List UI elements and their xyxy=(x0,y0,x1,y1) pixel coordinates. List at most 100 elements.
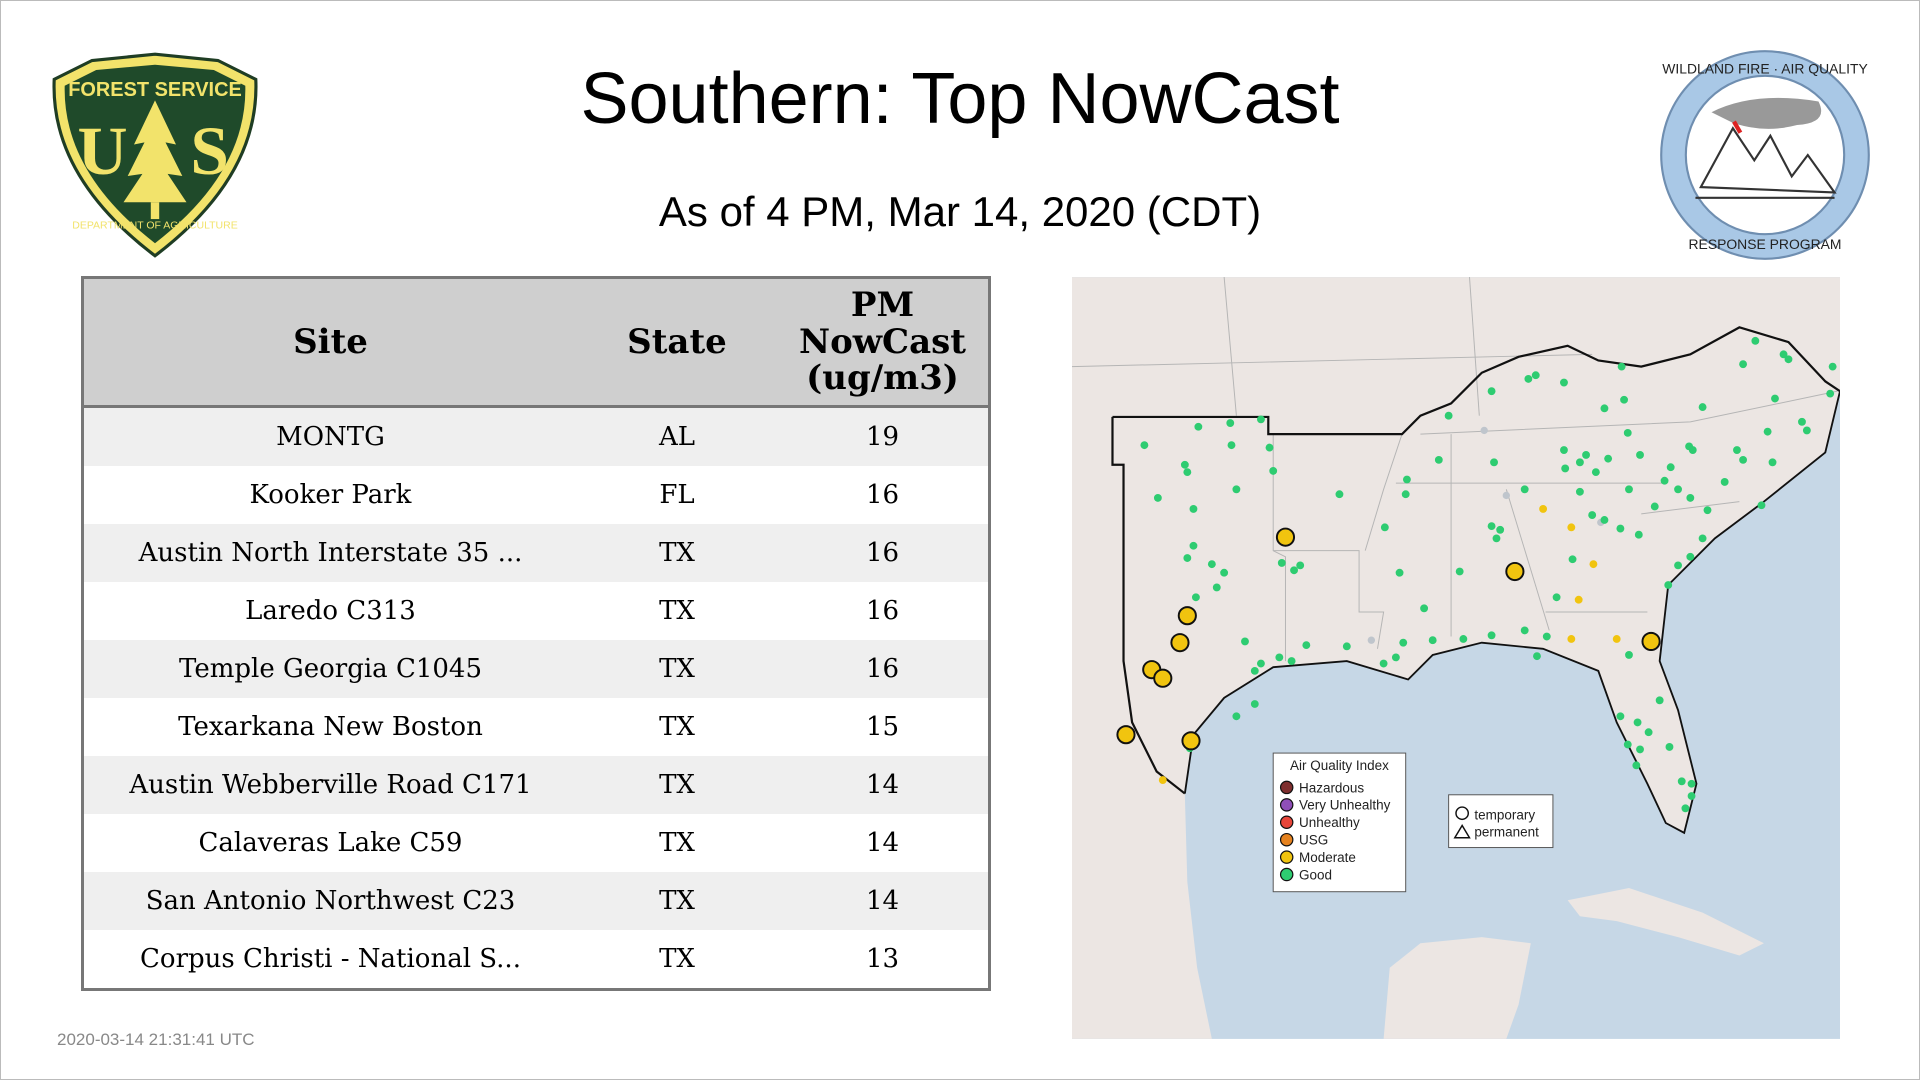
site-marker-moderate[interactable] xyxy=(1574,595,1583,604)
site-marker-good[interactable] xyxy=(1399,638,1408,647)
site-marker-good[interactable] xyxy=(1632,761,1641,770)
site-marker-moderate-temporary[interactable] xyxy=(1641,631,1661,652)
site-marker-moderate[interactable] xyxy=(1539,505,1548,513)
site-marker-good[interactable] xyxy=(1524,374,1533,383)
site-marker-good[interactable] xyxy=(1434,455,1443,464)
site-marker-good[interactable] xyxy=(1257,659,1265,668)
site-marker-good[interactable] xyxy=(1634,530,1643,539)
site-marker-good[interactable] xyxy=(1189,505,1198,513)
site-marker-good[interactable] xyxy=(1600,516,1609,524)
site-marker-good[interactable] xyxy=(1625,485,1633,494)
site-marker-moderate[interactable] xyxy=(1612,635,1621,643)
site-marker-good[interactable] xyxy=(1232,485,1241,494)
site-marker-good[interactable] xyxy=(1560,446,1568,454)
site-marker-good[interactable] xyxy=(1403,475,1411,484)
site-marker-good[interactable] xyxy=(1604,454,1613,463)
site-marker-nodata[interactable] xyxy=(1480,426,1488,435)
site-marker-good[interactable] xyxy=(1685,442,1694,451)
site-marker-good[interactable] xyxy=(1798,417,1806,426)
site-marker-good[interactable] xyxy=(1623,428,1632,437)
site-marker-good[interactable] xyxy=(1616,712,1625,721)
site-marker-good[interactable] xyxy=(1720,478,1729,486)
site-marker-good[interactable] xyxy=(1444,411,1453,420)
site-marker-good[interactable] xyxy=(1633,718,1642,727)
site-marker-moderate-temporary[interactable] xyxy=(1505,561,1525,582)
site-marker-good[interactable] xyxy=(1763,427,1772,436)
site-marker-good[interactable] xyxy=(1531,371,1540,380)
site-marker-good[interactable] xyxy=(1681,804,1690,813)
site-marker-good[interactable] xyxy=(1194,422,1203,431)
site-marker-good[interactable] xyxy=(1207,560,1216,569)
site-marker-good[interactable] xyxy=(1674,485,1682,494)
site-marker-good[interactable] xyxy=(1771,394,1779,403)
site-marker-good[interactable] xyxy=(1487,631,1496,640)
site-marker-good[interactable] xyxy=(1335,490,1344,499)
site-marker-moderate-temporary[interactable] xyxy=(1170,633,1190,653)
site-marker-good[interactable] xyxy=(1686,493,1695,502)
site-marker-good[interactable] xyxy=(1660,476,1669,485)
site-marker-good[interactable] xyxy=(1591,468,1600,477)
site-marker-good[interactable] xyxy=(1191,593,1200,602)
site-marker-good[interactable] xyxy=(1257,415,1265,424)
site-marker-good[interactable] xyxy=(1241,637,1249,646)
site-marker-good[interactable] xyxy=(1180,460,1189,469)
site-marker-good[interactable] xyxy=(1140,441,1149,450)
site-marker-good[interactable] xyxy=(1575,487,1584,496)
site-marker-good[interactable] xyxy=(1212,583,1221,592)
site-marker-good[interactable] xyxy=(1269,466,1278,475)
site-marker-good[interactable] xyxy=(1644,728,1653,737)
site-marker-good[interactable] xyxy=(1275,653,1284,662)
site-marker-good[interactable] xyxy=(1401,490,1410,499)
site-marker-good[interactable] xyxy=(1455,567,1464,576)
site-marker-moderate[interactable] xyxy=(1158,776,1167,784)
site-marker-good[interactable] xyxy=(1826,389,1835,398)
site-marker-good[interactable] xyxy=(1739,455,1748,464)
site-marker-nodata[interactable] xyxy=(1502,491,1510,500)
site-marker-good[interactable] xyxy=(1623,740,1632,749)
site-marker-moderate-temporary[interactable] xyxy=(1153,668,1173,688)
site-marker-good[interactable] xyxy=(1664,581,1673,589)
site-marker-good[interactable] xyxy=(1380,523,1389,532)
site-marker-good[interactable] xyxy=(1625,651,1633,659)
site-marker-good[interactable] xyxy=(1459,635,1468,643)
site-marker-good[interactable] xyxy=(1600,404,1609,413)
site-marker-good[interactable] xyxy=(1492,534,1501,543)
site-marker-good[interactable] xyxy=(1520,485,1529,494)
site-marker-good[interactable] xyxy=(1802,426,1811,435)
site-marker-good[interactable] xyxy=(1575,458,1584,467)
site-marker-good[interactable] xyxy=(1733,446,1741,454)
site-marker-good[interactable] xyxy=(1265,443,1274,452)
site-marker-good[interactable] xyxy=(1220,568,1229,577)
site-marker-good[interactable] xyxy=(1698,534,1707,543)
site-marker-good[interactable] xyxy=(1666,463,1675,472)
site-marker-good[interactable] xyxy=(1739,360,1748,369)
site-marker-good[interactable] xyxy=(1391,653,1400,662)
site-marker-good[interactable] xyxy=(1153,493,1162,502)
site-marker-good[interactable] xyxy=(1520,626,1529,635)
site-marker-good[interactable] xyxy=(1428,636,1437,645)
site-marker-good[interactable] xyxy=(1487,522,1496,531)
site-marker-good[interactable] xyxy=(1686,552,1695,561)
site-marker-good[interactable] xyxy=(1250,666,1259,675)
site-marker-good[interactable] xyxy=(1677,777,1686,786)
site-marker-good[interactable] xyxy=(1226,419,1235,427)
site-marker-good[interactable] xyxy=(1552,593,1561,602)
site-marker-good[interactable] xyxy=(1342,642,1351,651)
site-marker-good[interactable] xyxy=(1542,632,1551,641)
site-marker-good[interactable] xyxy=(1183,468,1192,477)
site-marker-good[interactable] xyxy=(1687,779,1696,788)
site-marker-good[interactable] xyxy=(1582,451,1590,459)
site-marker-good[interactable] xyxy=(1617,362,1626,371)
site-marker-good[interactable] xyxy=(1189,541,1198,550)
site-marker-good[interactable] xyxy=(1250,700,1259,708)
site-marker-good[interactable] xyxy=(1636,451,1644,459)
site-marker-good[interactable] xyxy=(1296,561,1305,570)
site-marker-moderate-temporary[interactable] xyxy=(1275,527,1296,547)
site-marker-good[interactable] xyxy=(1620,395,1629,404)
site-marker-good[interactable] xyxy=(1379,659,1388,668)
site-marker-good[interactable] xyxy=(1687,792,1696,800)
site-marker-good[interactable] xyxy=(1650,502,1659,511)
site-marker-good[interactable] xyxy=(1757,501,1766,510)
site-marker-good[interactable] xyxy=(1287,657,1296,665)
site-marker-good[interactable] xyxy=(1533,652,1541,661)
